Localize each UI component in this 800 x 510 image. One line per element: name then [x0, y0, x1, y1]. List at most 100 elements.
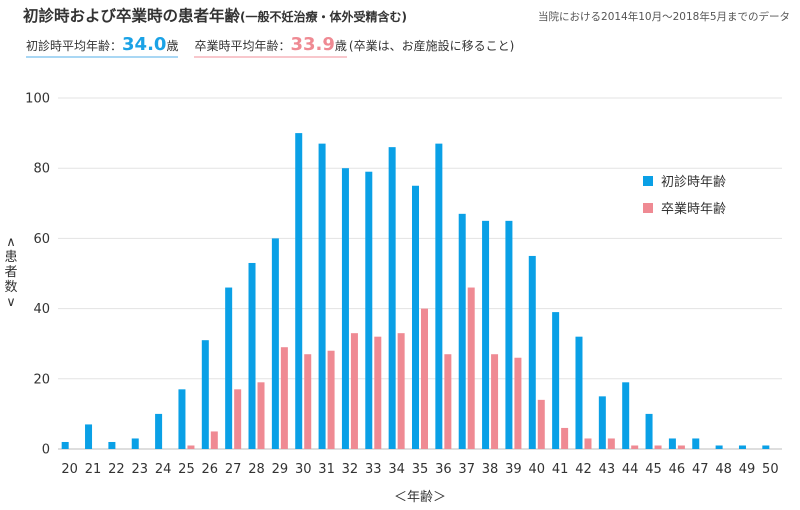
graduation-age-bar [491, 354, 499, 449]
x-tick-label: 26 [202, 462, 219, 477]
x-tick-label: 37 [458, 462, 475, 477]
x-tick-label: 39 [505, 462, 522, 477]
y-tick-label: 40 [33, 302, 50, 317]
graduation-age-bar [374, 336, 382, 449]
initial-age-bar [412, 185, 419, 449]
chart-title-main: 初診時および卒業時の患者年齢 [23, 7, 241, 25]
x-tick-label: 40 [529, 462, 546, 477]
graduation-age-bar [654, 445, 662, 449]
initial-average-unit: 歳 [166, 39, 179, 53]
graduation-age-bar [584, 438, 592, 449]
x-tick-label: 42 [575, 462, 592, 477]
y-axis-label-char: 数 [4, 280, 17, 295]
initial-age-bar [225, 287, 233, 449]
graduation-average: 卒業時平均年齢：33.9歳 [194, 34, 347, 58]
y-axis-label-char: 者 [4, 265, 17, 280]
y-axis-label-char: ∨ [6, 295, 16, 310]
x-tick-label: 45 [645, 462, 662, 477]
y-tick-label: 80 [33, 162, 50, 177]
y-axis-label-char: 患 [4, 250, 17, 265]
y-tick-label: 60 [33, 232, 50, 247]
x-tick-label: 28 [248, 462, 265, 477]
initial-age-bar [645, 413, 653, 449]
graduation-age-bar [421, 308, 428, 449]
graduation-note: (卒業は、お産施設に移ること) [348, 39, 515, 53]
initial-age-bar [738, 445, 746, 449]
x-tick-label: 36 [435, 462, 452, 477]
x-tick-label: 48 [715, 462, 732, 477]
initial-age-bar [505, 220, 513, 449]
x-tick-label: 21 [85, 462, 102, 477]
x-tick-label: 47 [692, 462, 709, 477]
initial-average: 初診時平均年齢：34.0歳 [26, 34, 179, 58]
initial-age-bar [668, 438, 676, 449]
x-tick-label: 32 [342, 462, 359, 477]
legend-label: 卒業時年齢 [661, 201, 726, 217]
x-tick-label: 49 [739, 462, 756, 477]
initial-age-bar [85, 424, 93, 449]
graduation-age-bar [257, 382, 265, 449]
initial-age-bar [155, 413, 163, 449]
graduation-age-bar [234, 389, 242, 449]
x-tick-label: 50 [762, 462, 779, 477]
graduation-age-bar [350, 333, 358, 449]
x-tick-label: 27 [225, 462, 242, 477]
legend-swatch-initial [643, 176, 653, 186]
initial-average-value: 34.0 [122, 34, 167, 55]
initial-age-bar [61, 441, 69, 449]
x-axis-label: ＜年齢＞ [394, 490, 446, 505]
y-tick-label: 100 [25, 92, 50, 107]
initial-age-bar [692, 438, 700, 449]
initial-average-label: 初診時平均年齢： [26, 39, 123, 53]
initial-age-bar [271, 238, 279, 449]
graduation-age-bar [397, 333, 405, 449]
initial-age-bar [178, 389, 186, 449]
x-tick-label: 41 [552, 462, 569, 477]
x-tick-label: 30 [295, 462, 312, 477]
graduation-age-bar [631, 445, 639, 449]
initial-age-bar [435, 143, 443, 449]
initial-age-bar [108, 441, 116, 449]
chart-title-note: (一般不妊治療・体外受精含む) [240, 10, 407, 24]
x-tick-label: 38 [482, 462, 499, 477]
x-tick-label: 24 [155, 462, 172, 477]
initial-age-bar [388, 147, 396, 449]
initial-age-bar [622, 382, 630, 449]
graduation-age-bar [677, 445, 685, 449]
initial-age-bar [715, 445, 723, 449]
initial-age-bar [365, 171, 373, 449]
initial-age-bar [458, 213, 466, 449]
initial-age-bar [318, 143, 326, 449]
x-tick-label: 43 [599, 462, 616, 477]
y-tick-label: 20 [33, 372, 50, 387]
graduation-average-unit: 歳 [334, 39, 347, 53]
average-ages: 初診時平均年齢：34.0歳 卒業時平均年齢：33.9歳 (卒業は、お産施設に移ること… [26, 34, 514, 58]
initial-age-bar [295, 133, 303, 449]
initial-age-bar [528, 255, 536, 449]
initial-age-bar [248, 262, 256, 449]
graduation-age-bar [537, 399, 545, 449]
x-tick-label: 31 [318, 462, 335, 477]
x-tick-label: 22 [108, 462, 125, 477]
x-tick-label: 35 [412, 462, 429, 477]
initial-age-bar [482, 220, 490, 449]
graduation-age-bar [280, 347, 288, 449]
graduation-age-bar [514, 357, 522, 449]
initial-age-bar [341, 168, 349, 449]
initial-age-bar [598, 396, 606, 449]
graduation-age-bar [444, 354, 452, 449]
graduation-average-value: 33.9 [290, 34, 335, 55]
x-tick-label: 46 [669, 462, 686, 477]
graduation-age-bar [607, 438, 615, 449]
initial-age-bar [762, 445, 770, 449]
initial-age-bar [131, 438, 139, 449]
x-tick-label: 20 [61, 462, 78, 477]
graduation-average-label: 卒業時平均年齢： [194, 39, 291, 53]
graduation-age-bar [561, 427, 569, 449]
graduation-age-bar [327, 350, 335, 449]
graduation-age-bar [210, 431, 218, 449]
x-tick-label: 44 [622, 462, 639, 477]
initial-age-bar [575, 336, 583, 449]
legend-label: 初診時年齢 [661, 174, 726, 190]
